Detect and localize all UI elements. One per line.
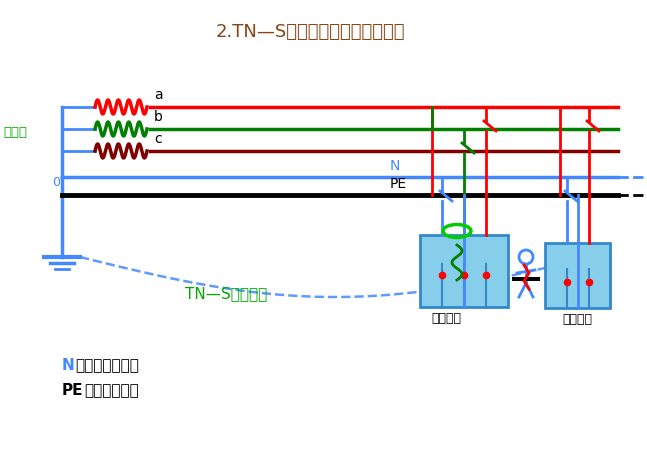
Text: a: a	[154, 88, 162, 102]
Bar	[512, 278, 540, 281]
Text: 0: 0	[52, 176, 60, 188]
Bar	[420, 236, 508, 307]
Text: 2.TN—S接地系统（三相五线制）: 2.TN—S接地系统（三相五线制）	[215, 23, 405, 41]
Bar	[545, 244, 610, 308]
Text: N: N	[390, 159, 400, 173]
Text: N: N	[62, 357, 75, 372]
Text: PE: PE	[390, 177, 407, 190]
Text: c: c	[154, 132, 162, 146]
Text: 线：工作零线；: 线：工作零线；	[75, 357, 139, 372]
Text: 线：保护零线: 线：保护零线	[84, 382, 138, 397]
Text: PE: PE	[62, 382, 83, 397]
Text: 单相设备: 单相设备	[562, 312, 593, 325]
Text: 变压器: 变压器	[3, 125, 27, 138]
Text: TN—S接地系统: TN—S接地系统	[185, 286, 267, 300]
Text: b: b	[154, 110, 163, 124]
Text: 三相设备: 三相设备	[432, 311, 461, 324]
